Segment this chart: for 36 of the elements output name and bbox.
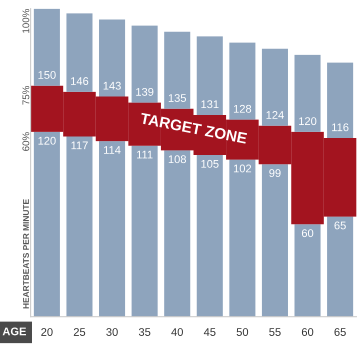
annotation: 135	[168, 94, 186, 102]
x-tick-label: 60	[302, 328, 314, 336]
annotation: 150	[38, 71, 56, 79]
text: 75%	[22, 86, 30, 105]
annotation: 116	[332, 123, 348, 132]
annotation: 124	[266, 111, 284, 119]
y-axis-title: HEARTBEATS PER MINUTE	[23, 199, 29, 308]
annotation: 120	[299, 117, 316, 126]
text: 100%	[22, 9, 30, 33]
annotation: 131	[201, 100, 219, 108]
data-label: 65	[334, 222, 346, 230]
x-tick-label: 25	[74, 328, 86, 336]
data-label: 105	[201, 160, 219, 168]
annotation: 146	[71, 77, 88, 86]
x-tick-label: 40	[171, 328, 183, 336]
x-tick-label: 65	[334, 328, 346, 336]
annotation: 143	[104, 82, 121, 90]
data-label: 111	[137, 150, 153, 158]
data-label: 99	[269, 169, 281, 178]
data-label: 108	[168, 155, 186, 164]
x-axis-title: AGE	[2, 327, 26, 336]
text: 60%	[22, 132, 30, 151]
x-tick-label: 45	[204, 328, 216, 336]
x-tick-label: 55	[269, 328, 281, 336]
data-label: 117	[71, 142, 88, 150]
x-tick-label: 35	[138, 328, 150, 336]
annotation: TARGET ZONE	[140, 112, 248, 144]
data-label: 60	[302, 229, 314, 238]
data-label: 120	[38, 136, 56, 145]
x-tick-label: 50	[236, 328, 248, 336]
annotation: 128	[234, 104, 252, 113]
x-tick-label: 30	[106, 328, 118, 336]
annotation: 139	[136, 88, 154, 96]
x-tick-label: 20	[41, 328, 53, 336]
data-label: 114	[104, 146, 121, 154]
data-label: 102	[234, 164, 252, 172]
